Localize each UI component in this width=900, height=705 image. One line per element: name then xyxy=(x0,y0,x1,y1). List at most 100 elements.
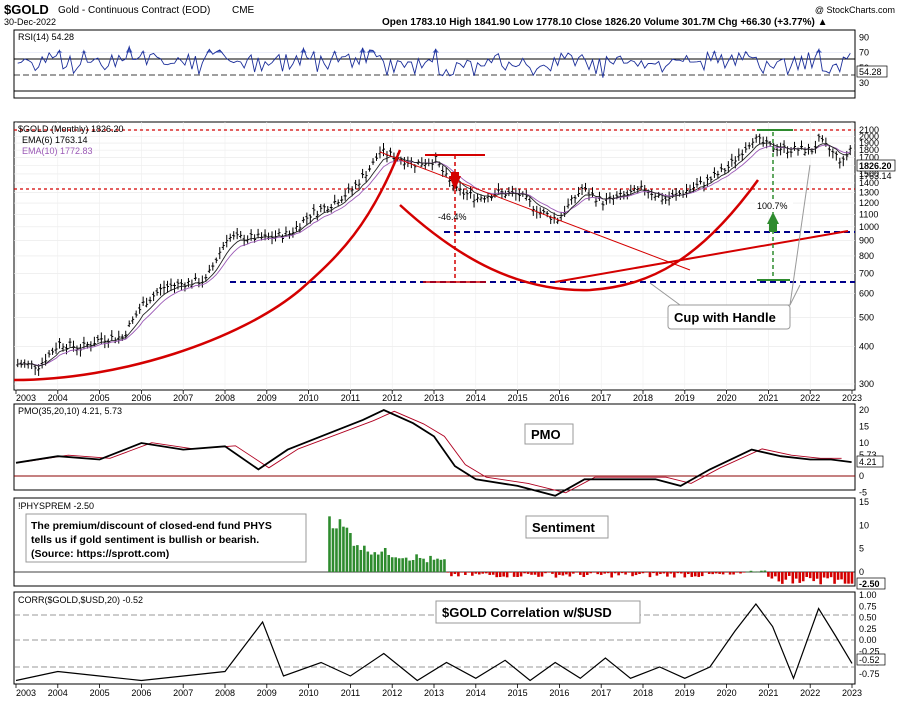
year-tick-label: 2011 xyxy=(341,393,360,403)
physprem-bar xyxy=(484,572,488,574)
physprem-bar xyxy=(648,572,652,578)
physprem-bar xyxy=(666,572,669,577)
year-tick-label: 2003 xyxy=(16,688,36,698)
physprem-bar xyxy=(342,526,345,572)
year-tick-label: 2016 xyxy=(549,393,569,403)
physprem-bar xyxy=(467,572,471,573)
physprem-bar xyxy=(704,572,707,573)
physprem-bar xyxy=(589,572,593,574)
year-tick-label: 2003 xyxy=(16,393,36,403)
physprem-bar xyxy=(669,572,673,574)
gain-percent-label: 100.7% xyxy=(757,201,788,211)
year-tick-label: 2022 xyxy=(800,393,820,403)
pmo-tick-label: -5 xyxy=(859,488,867,498)
ema10-label: EMA(10) 1772.83 xyxy=(22,146,93,156)
physprem-bar xyxy=(547,572,551,573)
physprem-bar xyxy=(397,558,401,572)
physprem-bar xyxy=(711,572,714,575)
physprem-bar xyxy=(655,572,659,576)
physprem-bar xyxy=(645,572,648,573)
price-tick-label: 1400 xyxy=(859,178,879,188)
sentiment-title-box xyxy=(525,515,609,539)
year-tick-label: 2021 xyxy=(758,688,778,698)
year-tick-label: 2009 xyxy=(257,688,277,698)
year-tick-label: 2005 xyxy=(90,393,110,403)
physprem-bar xyxy=(693,572,697,577)
corr-tick-label: 0.00 xyxy=(859,635,877,645)
price-tick-label: 1700 xyxy=(859,153,879,163)
physprem-tick-label: 10 xyxy=(859,520,869,530)
corr-tick-label: 0.25 xyxy=(859,624,877,634)
corr-title-box xyxy=(435,600,641,624)
physprem-bar xyxy=(735,572,739,573)
drop-arrow-icon xyxy=(449,176,461,190)
year-tick-label: 2004 xyxy=(48,688,68,698)
physprem-panel: !PHYSPREM -2.50 The premium/discount of … xyxy=(13,497,886,590)
pmo-signal-value: 5.73 xyxy=(859,450,877,460)
physprem-bar xyxy=(363,545,366,572)
physprem-bar xyxy=(822,572,826,578)
physprem-bar xyxy=(453,572,457,574)
corr-tick-label: 0.50 xyxy=(859,613,877,623)
physprem-bar xyxy=(732,572,735,575)
physprem-bar xyxy=(558,572,561,575)
physprem-bar xyxy=(760,570,763,572)
year-axis-top: 2003 2004 2005 2006 2007 2008 2009 2010 2011 2012… xyxy=(15,390,862,403)
last-ema6-label: 1763.14 xyxy=(859,171,892,181)
price-tick-label: 1500 xyxy=(859,169,879,179)
physprem-bar xyxy=(753,571,756,573)
quote-summary: Open 1783.10 High 1841.90 Low 1778.10 Cl… xyxy=(382,17,828,28)
physprem-bar xyxy=(620,572,624,574)
pmo-line xyxy=(15,409,852,497)
physprem-value: -2.50 xyxy=(859,579,880,589)
physprem-bar xyxy=(652,572,655,574)
physprem-bar xyxy=(707,572,711,574)
pattern-label: Cup with Handle xyxy=(674,310,776,325)
physprem-bar xyxy=(439,559,443,572)
physprem-bar xyxy=(432,559,436,572)
pmo-value-box xyxy=(856,455,884,468)
physprem-bar xyxy=(781,572,784,584)
rsi-axis: 90705030 xyxy=(859,33,869,88)
last-price-box xyxy=(856,159,896,172)
physprem-bar xyxy=(770,572,774,579)
note-line-3: (Source: https://sprott.com) xyxy=(31,548,169,560)
physprem-bar xyxy=(328,516,331,572)
price-tick-label: 1100 xyxy=(859,209,878,219)
year-tick-label: 2008 xyxy=(215,393,235,403)
chart-date: 30-Dec-2022 xyxy=(4,17,56,27)
physprem-bar xyxy=(815,572,819,579)
year-tick-label: 2013 xyxy=(424,688,444,698)
physprem-bar xyxy=(383,547,387,572)
callout-connector-2 xyxy=(789,164,811,306)
physprem-value-box xyxy=(856,577,886,590)
year-axis-bottom: 2003 2004 2005 2006 2007 2008 2009 2010 2011 2012… xyxy=(15,684,862,698)
sentiment-title: Sentiment xyxy=(532,520,596,535)
corr-frame xyxy=(13,591,856,685)
physprem-bar xyxy=(742,572,746,573)
physprem-axis: 15 10 5 0 xyxy=(859,497,869,577)
exchange-label: CME xyxy=(232,5,255,16)
year-tick-label: 2005 xyxy=(90,688,110,698)
physprem-bar xyxy=(516,572,519,577)
physprem-bar xyxy=(488,572,492,575)
pmo-value: 4.21 xyxy=(859,457,877,467)
year-tick-label: 2016 xyxy=(549,688,569,698)
corr-tick-label: 0.75 xyxy=(859,601,877,611)
year-tick-label: 2012 xyxy=(382,393,402,403)
corr-value-box xyxy=(856,653,886,666)
physprem-bar xyxy=(390,557,394,572)
physprem-bar xyxy=(767,572,770,577)
physprem-bar xyxy=(683,572,687,578)
physprem-bar xyxy=(819,572,822,585)
physprem-bar xyxy=(610,572,613,578)
physprem-bar xyxy=(673,572,676,578)
physprem-bar xyxy=(659,572,662,575)
physprem-bar xyxy=(596,572,600,575)
physprem-bar xyxy=(526,572,530,574)
ema6-line xyxy=(17,142,851,367)
year-tick-label: 2012 xyxy=(382,688,402,698)
physprem-bar xyxy=(349,533,352,572)
ema6-label: EMA(6) 1763.14 xyxy=(22,135,88,145)
